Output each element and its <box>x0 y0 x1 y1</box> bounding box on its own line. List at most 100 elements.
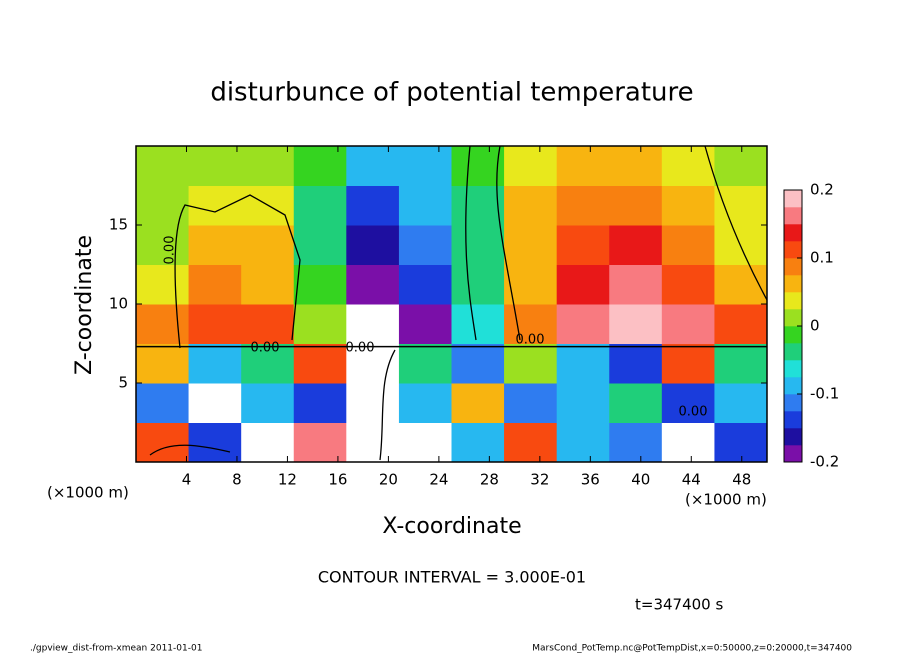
colorbar-band <box>784 394 802 412</box>
heatmap-cell <box>661 146 715 186</box>
heatmap-cell <box>241 304 295 344</box>
heatmap-cell <box>661 264 715 305</box>
colorbar-band <box>784 224 802 242</box>
heatmap-cell <box>398 383 452 423</box>
time-label: t=347400 s <box>635 596 723 614</box>
heatmap-cell <box>504 383 558 423</box>
heatmap-cell <box>556 343 610 384</box>
heatmap-cell <box>661 304 715 344</box>
heatmap-cell <box>661 422 715 463</box>
heatmap-cell <box>661 225 715 265</box>
heatmap-cell <box>451 225 505 265</box>
colorbar-band <box>784 411 802 429</box>
x-unit-label: (×1000 m) <box>47 484 129 502</box>
x-tick-label: 48 <box>732 471 751 489</box>
y-tick-label: 10 <box>109 295 128 313</box>
heatmap-cell <box>293 146 347 186</box>
heatmap-cell <box>136 225 190 265</box>
heatmap-cell <box>188 343 242 384</box>
y-axis-label: Z-coordinate <box>72 235 97 375</box>
colorbar-tick-label: -0.1 <box>810 385 839 403</box>
x-unit-label: (×1000 m) <box>685 491 767 509</box>
contour-label: 0.00 <box>163 236 178 265</box>
heatmap-cell <box>293 304 347 344</box>
heatmap-cell <box>346 422 400 463</box>
colorbar-band <box>784 428 802 446</box>
heatmap-cell <box>714 383 768 423</box>
contour-label: 0.00 <box>346 341 375 356</box>
heatmap-cell <box>188 146 242 186</box>
heatmap-cell <box>556 422 610 463</box>
heatmap-cell <box>556 185 610 226</box>
colorbar-band <box>784 258 802 276</box>
heatmap-cell <box>556 264 610 305</box>
y-tick-label: 15 <box>109 216 128 234</box>
colorbar-band <box>784 292 802 310</box>
colorbar-band <box>784 326 802 344</box>
contour-line <box>379 349 396 461</box>
contour-label: 0.00 <box>679 405 708 420</box>
heatmap-cell <box>714 304 768 344</box>
heatmap-cell <box>556 383 610 423</box>
heatmap-cell <box>398 264 452 305</box>
x-tick-label: 20 <box>379 471 398 489</box>
x-tick-label: 8 <box>232 471 242 489</box>
heatmap-cell <box>188 383 242 423</box>
heatmap-cell <box>556 225 610 265</box>
heatmap-cell <box>241 146 295 186</box>
footer-right: MarsCond_PotTemp.nc@PotTempDist,x=0:5000… <box>532 644 852 654</box>
colorbar-band <box>784 309 802 327</box>
heatmap-cell <box>136 146 190 186</box>
heatmap-cell <box>609 343 663 384</box>
heatmap-cell <box>398 225 452 265</box>
heatmap-cell <box>136 264 190 305</box>
heatmap-cell <box>136 383 190 423</box>
heatmap-cell <box>188 422 242 463</box>
heatmap-cell <box>451 383 505 423</box>
heatmap-cell <box>609 185 663 226</box>
heatmap-cell <box>188 304 242 344</box>
heatmap-cell <box>241 343 295 384</box>
heatmap-cell <box>293 264 347 305</box>
heatmap-cell <box>451 422 505 463</box>
heatmap-cell <box>609 422 663 463</box>
heatmap-cell <box>609 225 663 265</box>
contour-line <box>174 194 301 349</box>
heatmap-cell <box>609 146 663 186</box>
contour-interval: CONTOUR INTERVAL = 3.000E-01 <box>318 568 586 587</box>
y-tick-label: 5 <box>118 374 128 392</box>
heatmap-cell <box>188 225 242 265</box>
heatmap-cell <box>556 146 610 186</box>
heatmap-cell <box>188 185 242 226</box>
x-tick-label: 16 <box>328 471 347 489</box>
heatmap-cell <box>451 343 505 384</box>
chart-title: disturbunce of potential temperature <box>210 78 693 108</box>
colorbar-band <box>784 445 802 463</box>
heatmap-cell <box>714 225 768 265</box>
heatmap-cell <box>241 264 295 305</box>
heatmap-cell <box>136 422 190 463</box>
x-tick-label: 40 <box>631 471 650 489</box>
heatmap-cell <box>136 304 190 344</box>
heatmap-cell <box>451 146 505 186</box>
colorbar-band <box>784 275 802 293</box>
heatmap-cell <box>451 185 505 226</box>
heatmap-cell <box>293 422 347 463</box>
x-tick-label: 32 <box>530 471 549 489</box>
colorbar-band <box>784 190 802 208</box>
heatmap-cell <box>451 304 505 344</box>
x-tick-label: 4 <box>182 471 192 489</box>
colorbar-tick-label: -0.2 <box>810 453 839 471</box>
heatmap-cell <box>293 225 347 265</box>
colorbar-tick-label: 0.2 <box>810 181 834 199</box>
heatmap-cell <box>504 225 558 265</box>
heatmap-cell <box>451 264 505 305</box>
heatmap-cell <box>609 304 663 344</box>
heatmap-cell <box>346 304 400 344</box>
contour-label: 0.00 <box>251 341 280 356</box>
colorbar-band <box>784 360 802 378</box>
heatmap-cell <box>241 383 295 423</box>
heatmap-cell <box>714 185 768 226</box>
heatmap-cell <box>504 343 558 384</box>
